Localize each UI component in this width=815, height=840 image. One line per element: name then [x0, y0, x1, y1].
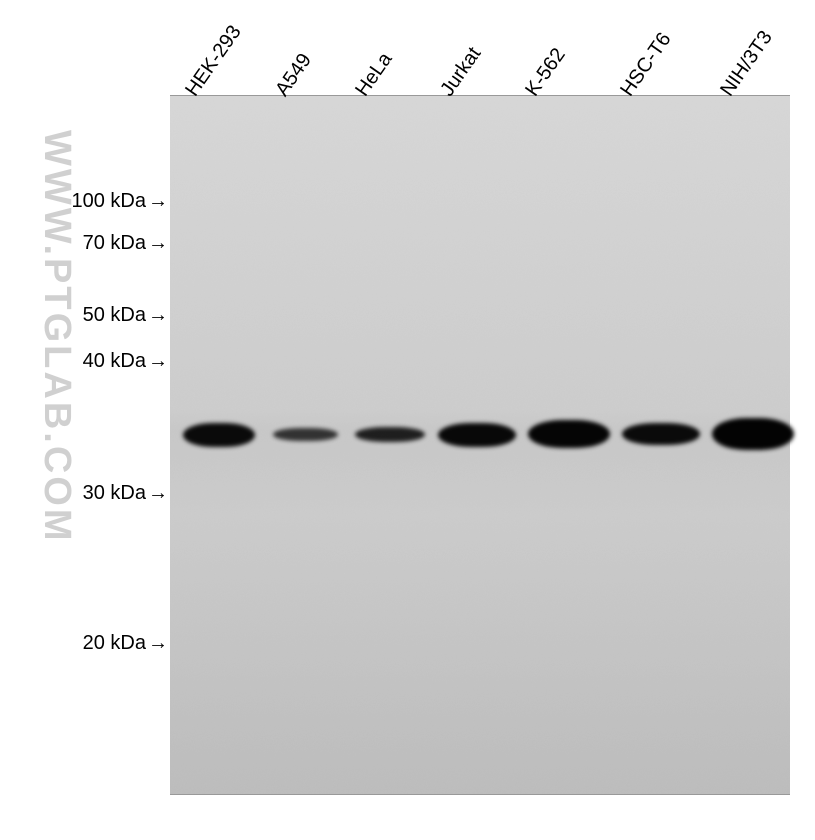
- protein-band: [273, 428, 338, 441]
- arrow-icon: →: [148, 632, 168, 655]
- lane-label: NIH/3T3: [716, 27, 778, 101]
- protein-band: [622, 423, 700, 445]
- arrow-icon: →: [148, 190, 168, 213]
- protein-band: [183, 423, 255, 447]
- arrow-icon: →: [148, 350, 168, 373]
- mw-marker-label: 20 kDa→: [83, 632, 168, 655]
- lane-label: HEK-293: [181, 21, 246, 101]
- mw-marker-label: 30 kDa→: [83, 482, 168, 505]
- lane-label: K-562: [521, 44, 570, 101]
- mw-marker-label: 40 kDa→: [83, 350, 168, 373]
- mw-marker-label: 100 kDa→: [72, 190, 169, 213]
- protein-band: [528, 420, 610, 448]
- lane-label: HSC-T6: [616, 29, 676, 101]
- protein-band: [712, 418, 794, 450]
- protein-band: [438, 423, 516, 447]
- mw-marker-text: 30 kDa: [83, 482, 146, 504]
- mw-marker-label: 70 kDa→: [83, 232, 168, 255]
- protein-band: [355, 427, 425, 442]
- arrow-icon: →: [148, 232, 168, 255]
- mw-marker-text: 70 kDa: [83, 232, 146, 254]
- lane-label: Jurkat: [436, 43, 486, 101]
- watermark-text: WWW.PTGLAB.COM: [35, 130, 78, 730]
- mw-marker-text: 50 kDa: [83, 304, 146, 326]
- mw-marker-label: 50 kDa→: [83, 304, 168, 327]
- lane-label: A549: [271, 50, 317, 101]
- arrow-icon: →: [148, 304, 168, 327]
- western-blot-figure: WWW.PTGLAB.COM HEK-293A549HeLaJurka: [0, 0, 815, 840]
- arrow-icon: →: [148, 482, 168, 505]
- mw-marker-text: 40 kDa: [83, 350, 146, 372]
- lane-label: HeLa: [351, 49, 397, 101]
- mw-marker-text: 100 kDa: [72, 190, 147, 212]
- mw-marker-text: 20 kDa: [83, 632, 146, 654]
